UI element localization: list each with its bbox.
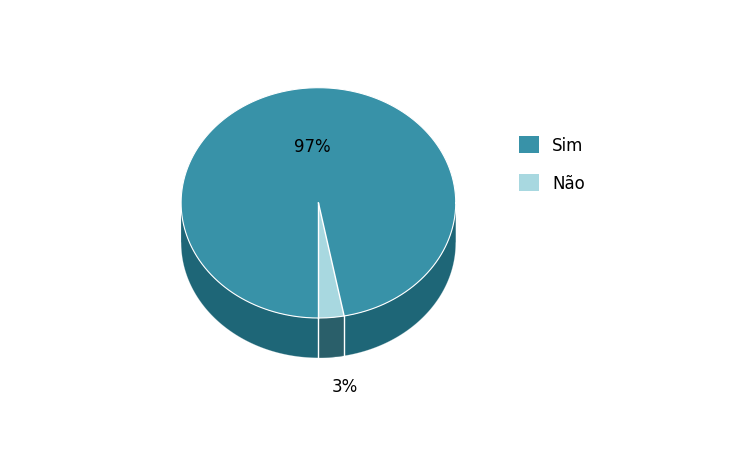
Polygon shape bbox=[181, 203, 456, 358]
Polygon shape bbox=[318, 316, 344, 358]
Text: 3%: 3% bbox=[332, 377, 358, 396]
Legend: Sim, Não: Sim, Não bbox=[519, 137, 585, 193]
Polygon shape bbox=[181, 88, 456, 318]
Polygon shape bbox=[318, 203, 344, 318]
Text: 97%: 97% bbox=[293, 137, 330, 155]
